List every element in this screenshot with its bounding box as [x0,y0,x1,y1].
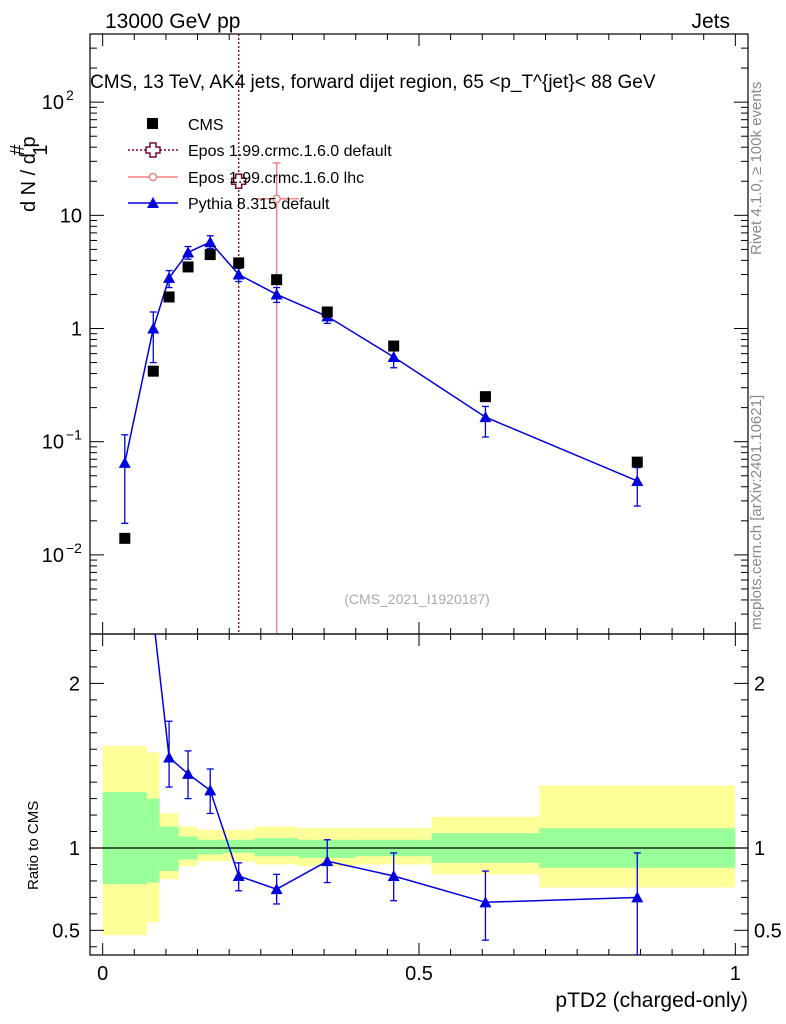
x-tick-label: 1 [730,963,741,985]
y-tick-exponent: 2 [66,87,74,103]
y-tick-label: 10 [60,205,82,227]
epos-lhc-point [272,194,281,204]
pythia-point [631,474,644,486]
y-tick-label: 10 [42,545,64,567]
cms-point [163,291,175,303]
ratio-series [154,634,644,955]
ratio-y-tick-label: 2 [69,673,80,695]
x-tick-label: 0.5 [405,963,433,985]
pythia-point [204,236,217,248]
legend-cms-marker [147,118,158,129]
ratio-y-tick-label: 1 [69,838,80,860]
legend-pythia-marker [147,197,159,208]
legend-epos-lhc-marker [148,172,158,182]
ratio-y-axis-label: Ratio to CMS [25,801,42,890]
main-data-marks [118,34,644,634]
pythia-ratio-point [163,751,176,763]
x-axis-label: pTD2 (charged-only) [555,989,748,1012]
pythia-point [232,268,245,280]
ratio-y-tick-label-right: 2 [754,673,765,695]
x-tick-label: 0 [97,963,108,985]
pythia-ratio-point [182,767,195,779]
pythia-point [118,456,131,468]
pythia-point [479,411,492,423]
pythia-point [387,351,400,363]
y-tick-label: 10 [42,432,64,454]
ratio-panel-frame [89,633,749,956]
category-label: Jets [691,10,730,33]
pythia-point [182,246,195,258]
cms-point [233,257,245,269]
band-1sigma-bin [254,838,299,857]
ratio-uncertainty-bands [102,745,736,936]
legend-pythia-label: Pythia 8.315 default [188,196,330,213]
y-tick-label: 10 [42,92,64,114]
pythia-point [163,271,176,283]
ratio-data-marks [154,634,644,955]
rivet-version-label: Rivet 4.1.0, ≥ 100k events [748,82,765,255]
pythia-ratio-point [321,855,334,867]
y-tick-label: 1 [71,319,82,341]
y-tick-exponent: −2 [66,540,82,556]
pythia-ratio-point [387,869,400,881]
band-1sigma-bin [159,826,179,872]
cms-point [182,261,194,273]
pythia-ratio-point [204,784,217,796]
ratio-y-tick-label-right: 1 [754,838,765,860]
svg-text:#: # [7,144,29,156]
legend-epos-default-label: Epos 1.99.crmc.1.6.0 default [188,143,392,160]
cms-point [147,365,159,377]
svg-text:1: 1 [30,144,52,155]
analysis-watermark: (CMS_2021_I1920187) [344,591,490,607]
ratio-y-tick-label-right: 0.5 [754,920,782,942]
energy-label: 13000 GeV pp [105,10,240,33]
pythia-ratio-point [232,869,245,881]
legend-epos-lhc-label: Epos 1.99.crmc.1.6.0 lhc [188,170,364,187]
cms-point [321,306,333,318]
pythia-point [147,322,160,334]
ratio-y-tick-label: 0.5 [52,920,80,942]
cms-point [388,340,400,352]
cms-point [271,274,283,286]
legend-cms-label: CMS [188,117,224,134]
epos-default-point [230,173,247,190]
ratio-frame-box [89,633,749,956]
cms-point [119,532,131,544]
cms-point [204,249,216,261]
cms-point [631,456,643,468]
pythia-line [124,241,638,482]
chart-title: CMS, 13 TeV, AK4 jets, forward dijet reg… [90,72,656,93]
cms-point [479,391,491,403]
y-tick-exponent: −1 [66,427,82,443]
band-1sigma-bin [197,839,223,855]
band-1sigma-bin [146,798,160,883]
pythia-ratio-point [270,883,283,895]
pythia-point [270,288,283,300]
mcplots-label: mcplots.cern.ch [arXiv:2401.10621] [748,395,765,630]
svg-text:d N / d p: d N / d p [18,136,40,212]
legend-epos-default-marker [145,142,161,158]
band-1sigma-bin [102,792,147,885]
band-1sigma-bin [222,839,255,853]
main-y-axis-label: # 1 d N / d p [7,136,52,212]
pythia-ratio-point [631,891,644,903]
legend: CMS Epos 1.99.crmc.1.6.0 default Epos 1.… [128,117,392,213]
pythia-ratio-point [479,896,492,908]
